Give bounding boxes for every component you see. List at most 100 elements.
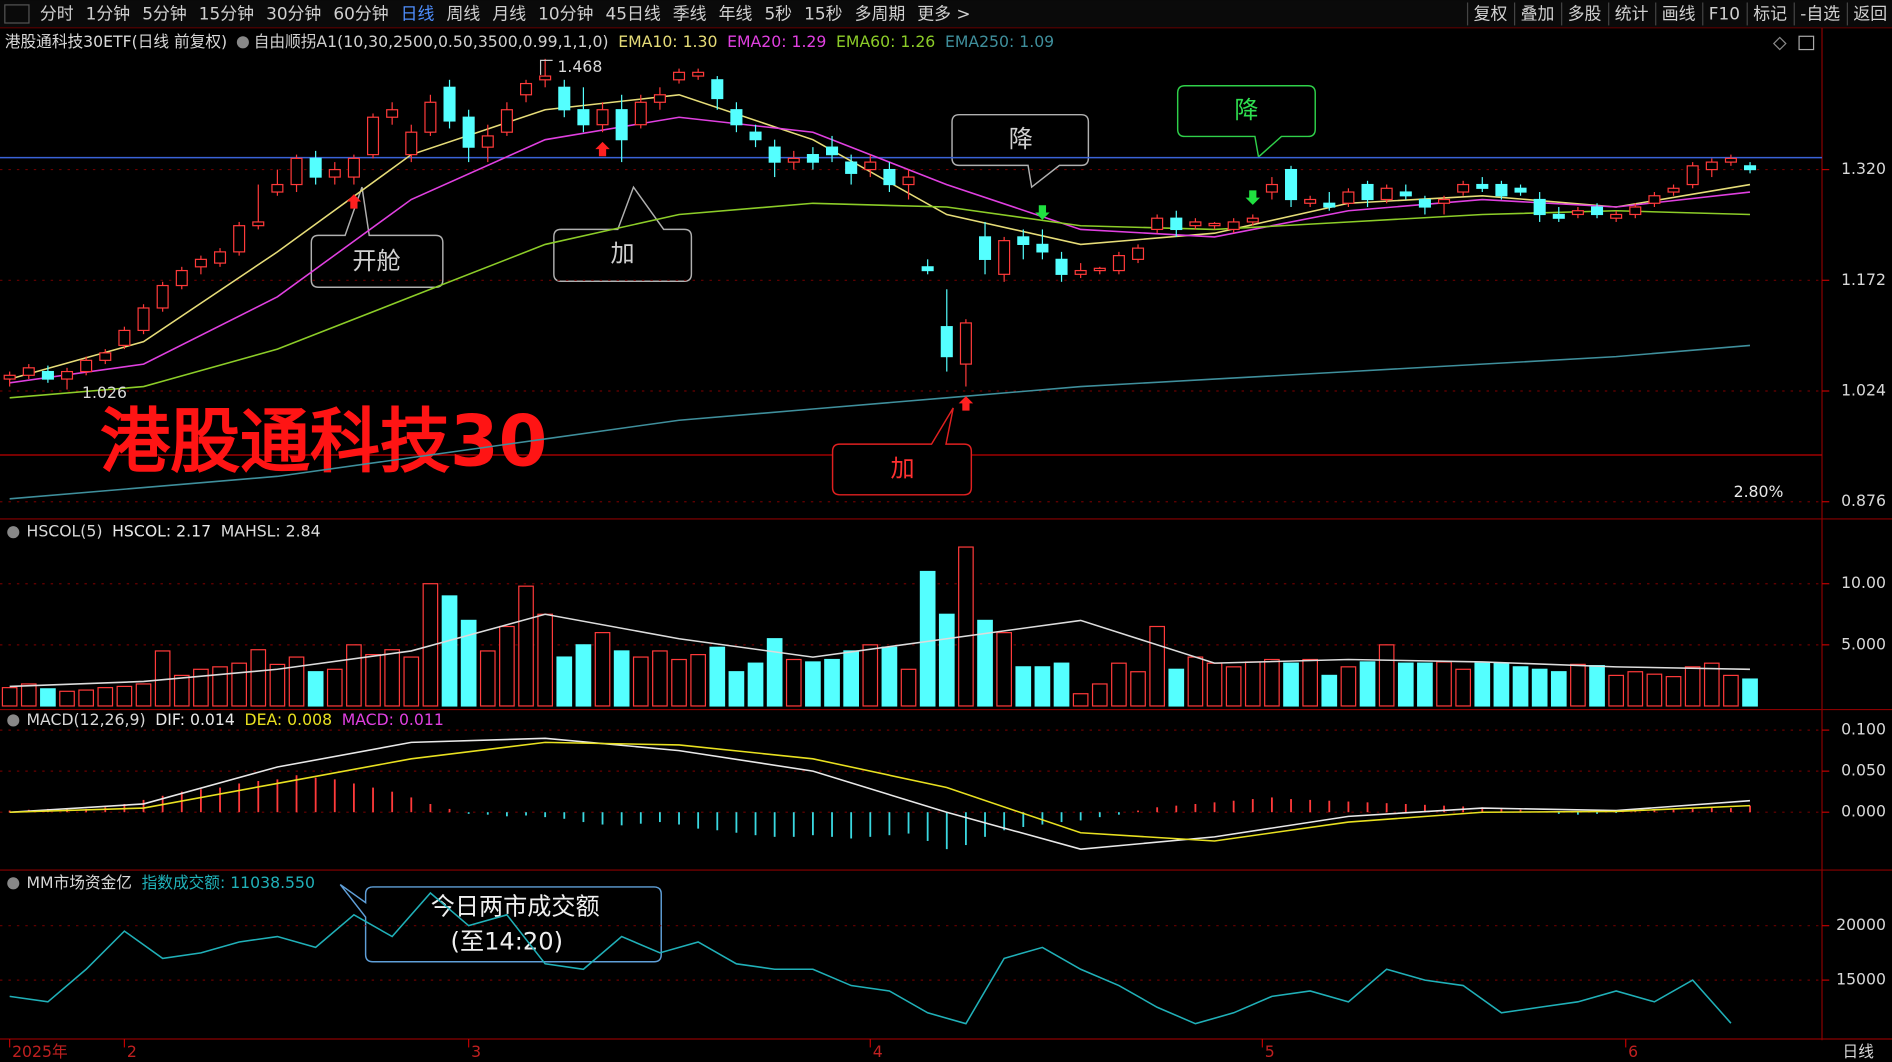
volume-bar [996,632,1013,707]
volume-bar [1244,661,1261,707]
toolbar-item[interactable]: 画线 [1662,4,1696,24]
series-line [9,94,1751,380]
toolbar-item[interactable]: 周线 [447,4,481,24]
candle-body [692,71,705,77]
buy-arrow [958,396,974,411]
volume-bar [154,650,171,707]
annotation: 加 [611,240,635,268]
toolbar-item[interactable]: 日线 [401,4,435,24]
volume-bar [1072,693,1089,707]
toolbar-item[interactable]: 分时 [40,4,74,24]
volume-bar [460,619,477,707]
percent-label: 2.80% [1734,482,1784,501]
toolbar-item[interactable]: 10分钟 [538,4,593,24]
volume-bar [1378,644,1395,707]
toolbar-item[interactable]: 60分钟 [333,4,388,24]
candle-body [1036,243,1049,253]
volume-bar [1397,662,1414,707]
volume-bar [1550,671,1567,707]
toolbar-item[interactable]: F10 [1709,4,1740,24]
candle-body [826,146,839,156]
volume-bar [1493,662,1510,707]
x-tick-label: 5 [1265,1042,1275,1061]
toolbar-item[interactable]: 多股 [1568,4,1602,24]
candle-body [443,86,456,122]
toolbar-item[interactable] [4,4,30,24]
candle-body [1610,213,1623,219]
candle-body [1246,217,1259,223]
low-label: 1.026 [82,383,127,402]
toolbar-item[interactable]: 年线 [719,4,753,24]
candle-body [1686,165,1699,186]
icon[interactable] [1798,35,1815,51]
panel-title: MM市场资金亿 [27,873,132,892]
icon[interactable] [1772,36,1787,51]
volume-bar [422,583,439,707]
toolbar-item[interactable]: 标记 [1753,4,1787,24]
volume-bar [805,661,821,707]
series-line [9,202,1751,399]
candle-body [424,101,437,133]
candle-body [386,109,399,118]
candle-body [194,258,207,268]
candle-body [3,374,16,380]
candle-body [1265,183,1278,193]
volume-bar [403,656,420,707]
volume-bar [747,662,764,707]
toolbar-item[interactable]: 45日线 [605,4,660,24]
volume-bar [1034,666,1051,707]
x-tick-label: 4 [873,1042,883,1061]
toolbar-item[interactable]: 更多 > [917,4,970,24]
toolbar-item[interactable]: -自选 [1800,4,1840,24]
candle-body [1629,206,1642,216]
series-line [9,116,1751,384]
legend-item: DIF: 0.014 [155,710,235,729]
y-tick-label: 0.100 [1841,720,1886,739]
toolbar-item[interactable]: 叠加 [1521,4,1555,24]
toolbar-item[interactable]: 5分钟 [142,4,187,24]
candle-body [1648,195,1661,204]
series-line [9,344,1751,500]
toolbar-item[interactable]: 多周期 [855,4,906,24]
annotation: 降 [1009,125,1033,153]
toolbar-item[interactable]: 季线 [673,4,707,24]
volume-bar [1111,662,1127,707]
volume-bar [288,656,305,707]
volume-bar [1053,662,1070,707]
volume-bar [479,650,496,707]
volume-bar [785,658,802,707]
volume-bar [824,658,840,707]
volume-bar [1206,662,1223,707]
candle-body [1093,267,1106,272]
toolbar-item[interactable]: 月线 [492,4,526,24]
volume-bar [766,638,783,707]
volume-bar [384,649,400,707]
legend-item: 指数成交额: 11038.550 [142,873,315,892]
toolbar-item[interactable]: 复权 [1474,4,1508,24]
toolbar-item[interactable]: 1分钟 [86,4,130,24]
candle-body [1533,198,1546,216]
volume-bar [193,668,209,707]
toolbar-item[interactable]: 15秒 [804,4,842,24]
volume-bar [958,546,974,707]
candle-body [1151,217,1164,231]
candle-body [806,154,819,163]
volume-bar [1,687,18,707]
toolbar-item[interactable]: 30分钟 [266,4,321,24]
toolbar-item[interactable]: 5秒 [764,4,792,24]
toolbar-item[interactable]: 15分钟 [199,4,254,24]
volume-bar [326,668,343,707]
annotation: 降 [1234,96,1258,124]
x-tick-label: 2025年 [12,1042,68,1061]
candle-body [137,307,150,332]
toolbar-item[interactable]: 返回 [1853,4,1887,24]
y-tick-label: 20000 [1836,915,1886,934]
volume-bar [1283,662,1299,707]
volume-bar [1264,658,1280,707]
candle-body [672,71,686,81]
toolbar-item[interactable]: 统计 [1615,4,1649,24]
candle-body [519,82,533,96]
volume-bar [307,671,324,707]
candle-body [1476,183,1489,189]
candle-body [271,183,284,193]
